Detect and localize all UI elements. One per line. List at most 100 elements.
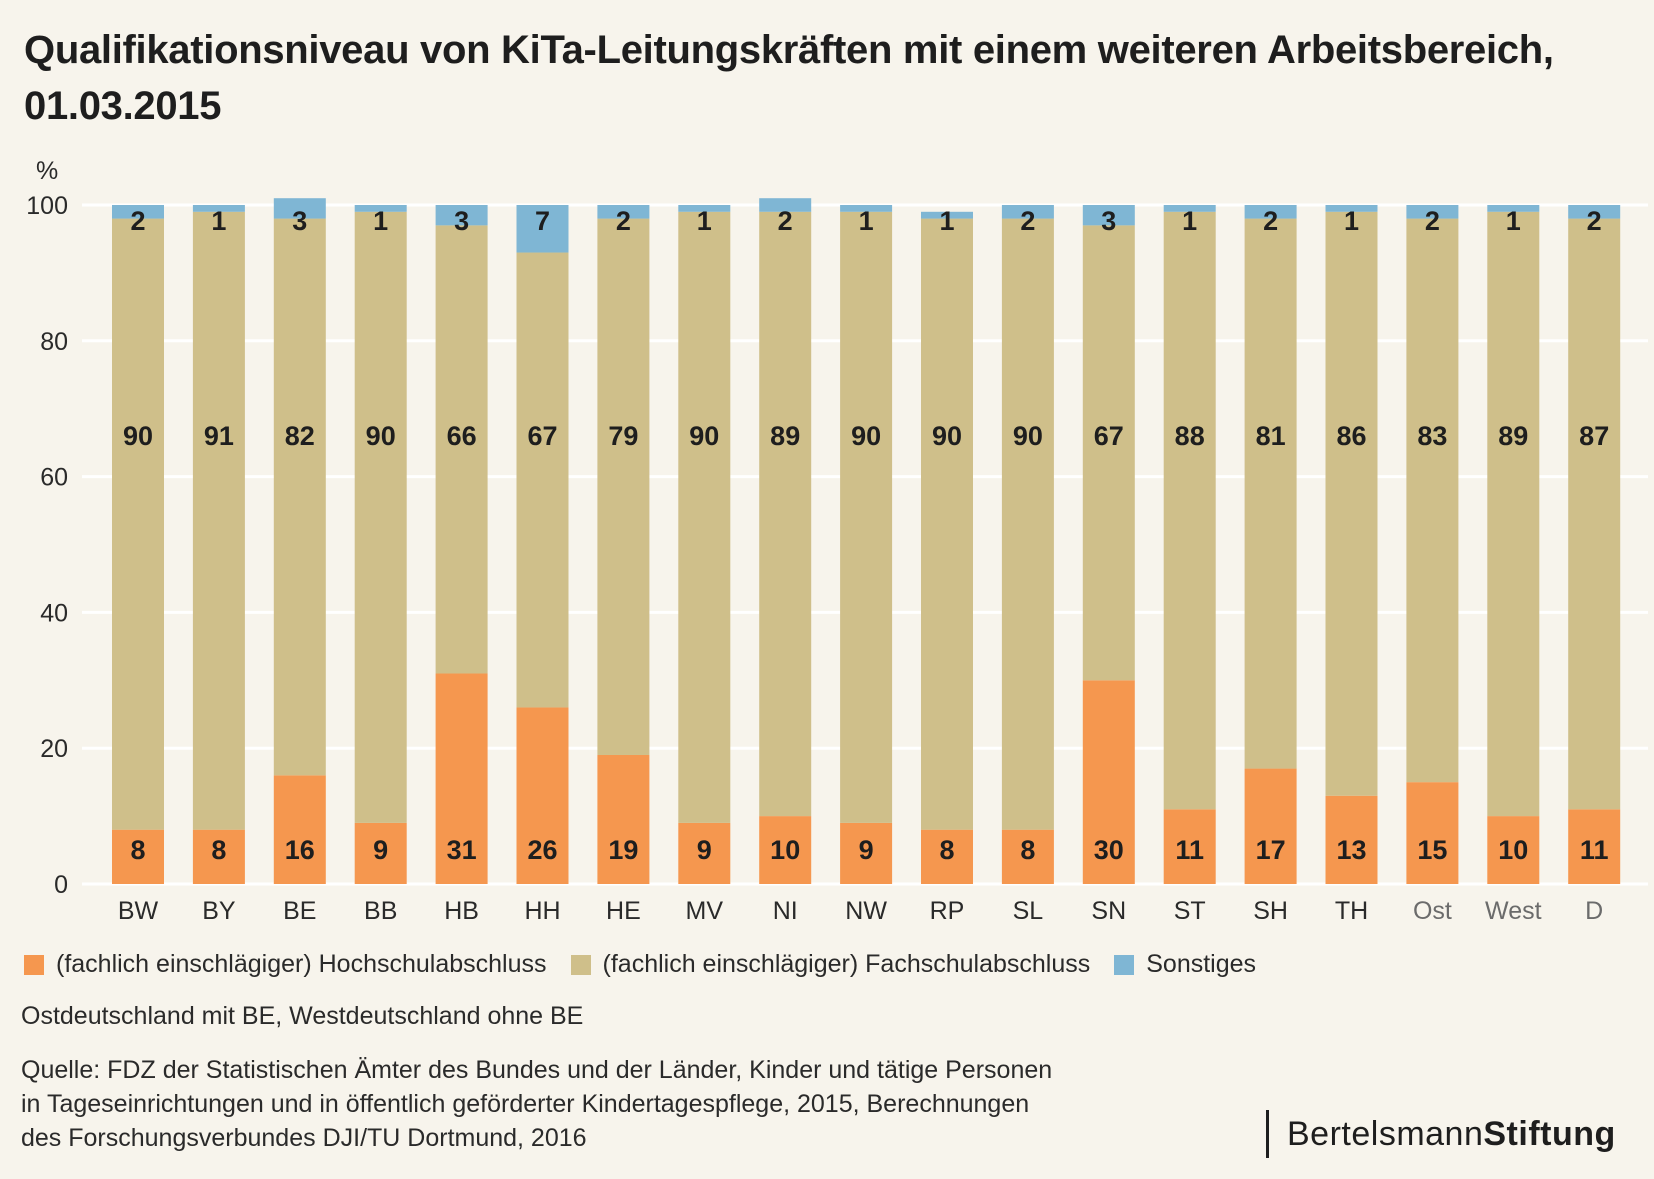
legend-swatch-sonstiges <box>1114 954 1135 975</box>
data-label-hochschul: 13 <box>1336 835 1366 865</box>
data-label-fachschul: 89 <box>1498 421 1528 451</box>
bar-segment-fachschul <box>354 211 407 823</box>
x-category-label: SH <box>1253 897 1288 925</box>
bar-segment-hochschul <box>192 829 245 884</box>
data-label-hochschul: 16 <box>285 835 315 865</box>
bar-segment-hochschul <box>1082 680 1135 884</box>
bar-segment-fachschul <box>840 211 893 823</box>
data-label-hochschul: 8 <box>130 835 145 865</box>
bar-stack-NW: 9 90 1 <box>840 205 893 884</box>
bar-segment-fachschul <box>921 218 973 830</box>
bar-segment-hochschul <box>1244 768 1297 884</box>
legend-item-hochschul: (fachlich einschlägiger) Hochschulabschl… <box>24 950 547 979</box>
bar-stack-MV: 9 90 1 <box>678 205 731 884</box>
x-category-label: BB <box>364 897 397 925</box>
y-axis-ticks: 0 20 40 60 80 100 <box>26 192 68 899</box>
data-label-hochschul: 15 <box>1417 835 1447 865</box>
bar-segment-sonstiges <box>112 205 164 219</box>
data-label-fachschul: 91 <box>204 421 234 451</box>
x-category-label: HE <box>606 897 641 925</box>
legend-swatch-fachschul <box>570 954 591 975</box>
bar-stack-D: 11 87 2 <box>1568 205 1621 884</box>
data-label-hochschul: 10 <box>1498 835 1528 865</box>
x-category-label: MV <box>686 897 724 925</box>
bar-stack-BE: 16 82 3 <box>273 198 326 884</box>
data-label-sonstiges: 7 <box>535 206 550 236</box>
bar-segment-sonstiges <box>678 205 731 212</box>
x-axis-labels: BW BY BE BB HB HH HE MV NI NW RP SL SN ST SH TH Ost West D <box>118 897 1603 925</box>
bar-segment-sonstiges <box>435 205 488 226</box>
bar-segment-hochschul <box>516 707 569 884</box>
bar-segment-fachschul <box>435 225 488 674</box>
data-label-hochschul: 11 <box>1175 835 1204 865</box>
bar-segment-hochschul <box>1001 829 1054 884</box>
data-label-sonstiges: 1 <box>373 206 388 236</box>
brand-name-part: Bertelsmann <box>1287 1115 1484 1153</box>
legend-item-fachschul: (fachlich einschlägiger) Fachschulabschl… <box>570 950 1090 979</box>
bar-segment-fachschul <box>678 211 731 823</box>
bar-stack-NI: 10 89 2 <box>759 198 812 884</box>
bar-segment-hochschul <box>1487 816 1540 884</box>
bar-segment-sonstiges <box>354 205 407 212</box>
data-label-hochschul: 26 <box>527 835 557 865</box>
data-label-hochschul: 19 <box>608 835 638 865</box>
bar-segment-sonstiges <box>1406 205 1459 219</box>
data-label-fachschul: 67 <box>527 421 557 451</box>
data-label-sonstiges: 3 <box>292 206 307 236</box>
bar-stack-BW: 8 90 2 <box>112 205 164 884</box>
data-label-fachschul: 90 <box>123 421 153 451</box>
bar-stack-ST: 11 88 1 <box>1163 205 1216 884</box>
data-label-hochschul: 17 <box>1256 835 1286 865</box>
brand-logo: BertelsmannStiftung <box>1266 1110 1616 1158</box>
x-category-label: Ost <box>1413 897 1452 925</box>
legend-swatch-hochschul <box>24 954 44 975</box>
bar-stack-HE: 19 79 2 <box>597 205 650 884</box>
data-label-sonstiges: 2 <box>1020 206 1035 236</box>
bar-segment-fachschul <box>1082 225 1135 681</box>
bar-segment-hochschul <box>678 822 731 884</box>
chart-title: Qualifikationsniveau von KiTa-Leitungskr… <box>24 28 1554 128</box>
bar-segment-fachschul <box>273 218 326 776</box>
bar-segment-sonstiges <box>516 205 569 253</box>
bar-segment-hochschul <box>1406 782 1459 884</box>
y-tick-label: 20 <box>40 735 68 763</box>
x-category-label: BE <box>283 897 316 925</box>
x-category-label: BW <box>118 897 159 925</box>
data-label-hochschul: 30 <box>1094 835 1124 865</box>
bar-segment-hochschul <box>354 822 407 884</box>
x-category-label: HB <box>444 897 479 925</box>
bar-segment-hochschul <box>840 822 893 884</box>
bar-segment-fachschul <box>192 211 245 830</box>
data-label-fachschul: 89 <box>770 421 800 451</box>
bars: 8902891116823990131663266771979299011089… <box>112 198 1621 884</box>
x-category-label: HH <box>524 897 560 925</box>
bar-stack-BB: 9 90 1 <box>354 205 407 884</box>
data-label-sonstiges: 2 <box>1425 206 1440 236</box>
bar-stack-SH: 17 81 2 <box>1244 205 1297 884</box>
bar-segment-sonstiges <box>273 198 326 219</box>
bar-stack-SN: 30 67 3 <box>1082 205 1135 884</box>
y-tick-label: 60 <box>40 464 68 492</box>
data-label-fachschul: 67 <box>1094 421 1124 451</box>
bar-segment-hochschul <box>1163 809 1216 884</box>
bar-segment-sonstiges <box>1325 205 1378 212</box>
bar-segment-fachschul <box>597 218 650 755</box>
data-label-fachschul: 88 <box>1175 421 1205 451</box>
data-label-sonstiges: 2 <box>778 206 793 236</box>
bar-stack-BY: 8 91 1 <box>192 205 245 884</box>
source-citation: Quelle: FDZ der Statistischen Ämter des … <box>21 1053 1052 1155</box>
x-category-label: SN <box>1091 897 1126 925</box>
data-label-hochschul: 8 <box>1020 835 1035 865</box>
y-tick-label: 40 <box>40 599 68 627</box>
bar-stack-West: 10 89 1 <box>1487 205 1540 884</box>
data-label-fachschul: 90 <box>689 421 719 451</box>
bar-stack-SL: 8 90 2 <box>1001 205 1054 884</box>
data-label-fachschul: 86 <box>1336 421 1366 451</box>
footnote: Ostdeutschland mit BE, Westdeutschland o… <box>21 1002 584 1030</box>
bar-segment-sonstiges <box>1001 205 1054 219</box>
x-category-label: SL <box>1013 897 1044 925</box>
bar-stack-HH: 26 67 7 <box>516 205 569 884</box>
data-label-sonstiges: 1 <box>211 206 226 236</box>
data-label-sonstiges: 3 <box>454 206 469 236</box>
data-label-sonstiges: 3 <box>1101 206 1116 236</box>
